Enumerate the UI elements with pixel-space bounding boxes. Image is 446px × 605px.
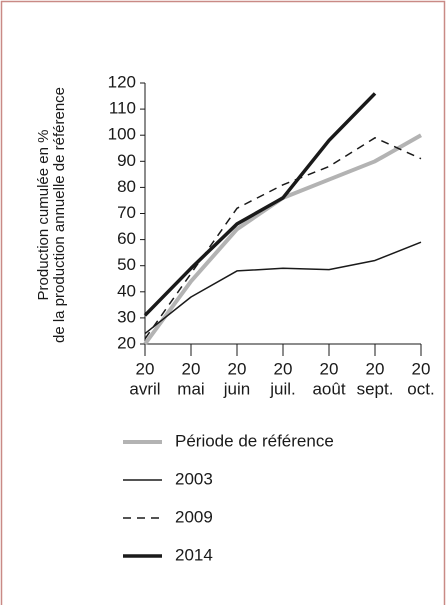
x-tick-label: 20 [320, 359, 339, 378]
y-label-line: de la production annuelle de référence [51, 87, 68, 343]
legend-label: 2014 [175, 545, 213, 564]
x-tick-label: 20 [182, 359, 201, 378]
x-tick-label: juin [223, 379, 250, 398]
x-tick-label: sept. [357, 379, 394, 398]
x-tick-label: août [312, 379, 345, 398]
series-line [144, 137, 422, 340]
x-tick-label: avril [129, 379, 160, 398]
x-tick-label: 20 [136, 359, 155, 378]
series-line [143, 133, 422, 346]
legend-label: 2003 [175, 469, 213, 488]
x-tick-label: 20 [366, 359, 385, 378]
x-tick-label: juil. [269, 379, 296, 398]
x-tick-label: 20 [274, 359, 293, 378]
series-line [144, 241, 422, 335]
y-axis-title: Production cumulée en % de la production… [35, 87, 68, 343]
y-tick-label: 120 [108, 72, 136, 91]
series-line [143, 92, 377, 317]
y-tick-label: 20 [117, 333, 136, 352]
y-tick-label: 50 [117, 255, 136, 274]
y-tick-label: 110 [109, 99, 136, 118]
x-tick-label: oct. [407, 379, 434, 398]
y-tick-label: 80 [117, 177, 136, 196]
x-tick-label: 20 [228, 359, 247, 378]
x-tick-label: 20 [412, 359, 431, 378]
legend-label: Période de référence [175, 431, 334, 450]
x-tick-label: mai [177, 379, 204, 398]
legend-label: 2009 [175, 507, 213, 526]
y-tick-label: 60 [117, 229, 136, 248]
y-tick-label: 70 [117, 203, 136, 222]
y-tick-label: 40 [117, 281, 136, 300]
y-label-line: Production cumulée en % [35, 130, 52, 301]
y-tick-label: 100 [108, 125, 136, 144]
y-tick-label: 90 [117, 151, 136, 170]
y-tick-label: 30 [117, 307, 136, 326]
